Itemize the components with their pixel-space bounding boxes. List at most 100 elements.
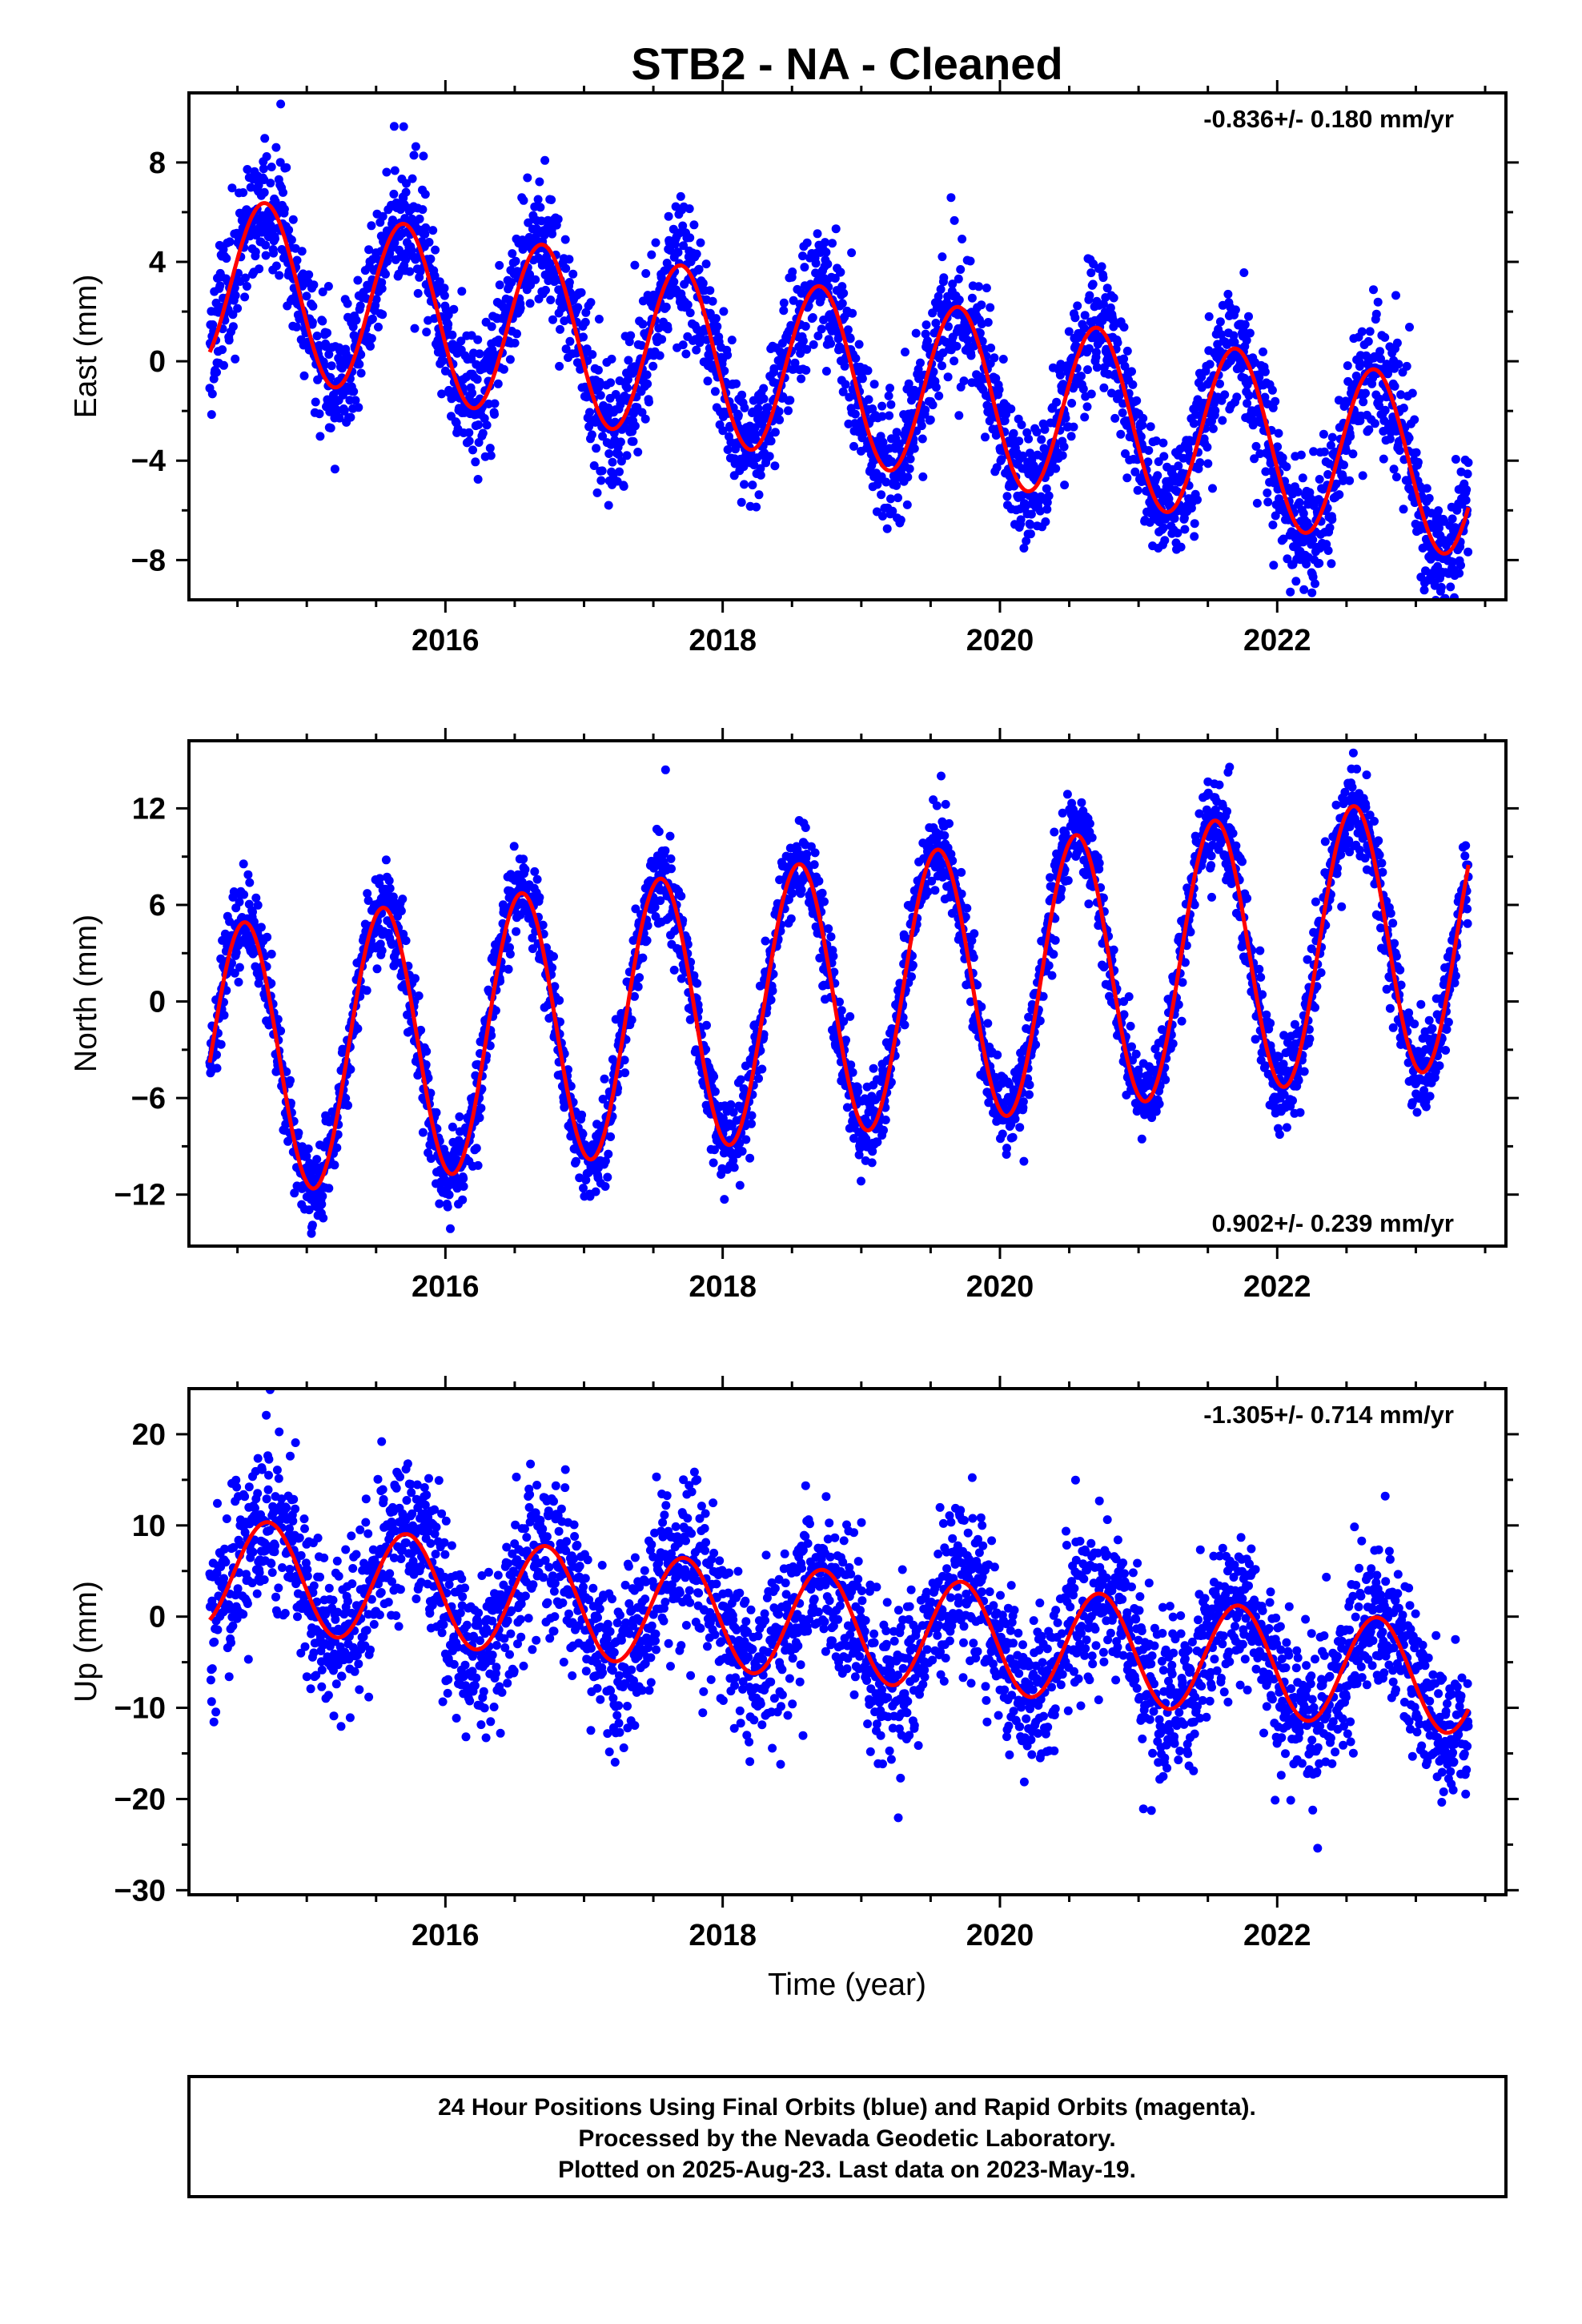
north-data-point bbox=[251, 893, 261, 903]
east-data-point bbox=[748, 480, 757, 490]
north-data-point bbox=[212, 1050, 221, 1059]
east-data-point bbox=[535, 177, 544, 187]
east-data-point bbox=[1448, 557, 1458, 567]
east-data-point bbox=[457, 287, 467, 296]
east-data-point bbox=[356, 368, 366, 378]
north-data-point bbox=[330, 1160, 339, 1170]
east-data-point bbox=[568, 269, 578, 279]
north-data-point bbox=[235, 897, 244, 907]
east-data-point bbox=[958, 235, 967, 243]
east-data-point bbox=[1263, 489, 1272, 497]
east-data-point bbox=[339, 406, 349, 415]
east-data-point bbox=[324, 350, 334, 359]
north-data-point bbox=[726, 1100, 736, 1109]
north-data-point bbox=[530, 866, 540, 876]
east-data-point bbox=[1122, 346, 1132, 356]
east-data-point bbox=[371, 295, 381, 304]
east-data-point bbox=[1371, 309, 1381, 319]
north-data-point bbox=[736, 1075, 745, 1084]
north-data-point bbox=[528, 933, 537, 943]
north-data-point bbox=[375, 874, 384, 883]
east-data-point bbox=[1358, 471, 1367, 480]
east-data-point bbox=[507, 278, 516, 287]
east-data-point bbox=[766, 436, 776, 446]
east-data-point bbox=[219, 360, 228, 370]
east-data-point bbox=[1299, 509, 1308, 518]
east-data-point bbox=[548, 229, 557, 239]
east-data-point bbox=[1242, 336, 1251, 345]
east-data-point bbox=[512, 329, 521, 339]
east-data-point bbox=[561, 344, 571, 354]
north-data-point bbox=[635, 973, 644, 983]
east-data-point bbox=[923, 336, 932, 346]
east-data-point bbox=[426, 254, 436, 263]
east-data-point bbox=[401, 187, 411, 197]
east-data-point bbox=[1218, 416, 1227, 425]
north-data-point bbox=[665, 831, 675, 841]
north-data-point bbox=[216, 1039, 226, 1049]
east-data-point bbox=[608, 457, 617, 467]
east-data-point bbox=[1085, 291, 1094, 300]
east-data-point bbox=[1455, 569, 1464, 578]
north-data-points bbox=[205, 748, 1473, 1238]
east-data-point bbox=[271, 234, 279, 243]
east-data-point bbox=[421, 223, 431, 232]
east-data-point bbox=[647, 250, 656, 259]
north-data-point bbox=[550, 982, 560, 991]
north-data-point bbox=[747, 1111, 757, 1120]
north-data-point bbox=[820, 897, 829, 907]
east-data-point bbox=[1179, 513, 1189, 523]
east-data-point bbox=[886, 494, 895, 504]
east-data-point bbox=[843, 325, 853, 335]
east-data-point bbox=[374, 322, 383, 332]
east-data-point bbox=[1399, 404, 1408, 412]
east-data-point bbox=[986, 303, 995, 312]
north-data-point bbox=[745, 1153, 755, 1163]
east-data-point bbox=[1283, 483, 1293, 493]
east-data-point bbox=[413, 288, 423, 298]
east-data-point bbox=[493, 379, 503, 388]
east-data-point bbox=[541, 285, 550, 295]
east-data-point bbox=[279, 187, 287, 197]
east-data-point bbox=[348, 322, 358, 332]
east-data-point bbox=[422, 328, 432, 337]
east-data-point bbox=[823, 259, 833, 269]
north-data-point bbox=[600, 1182, 610, 1191]
east-data-point bbox=[585, 408, 594, 417]
east-data-point bbox=[276, 99, 286, 109]
east-data-point bbox=[1464, 458, 1473, 468]
east-data-point bbox=[1263, 497, 1273, 507]
east-data-points bbox=[205, 99, 1473, 600]
east-data-point bbox=[1078, 384, 1088, 394]
east-data-point bbox=[1080, 311, 1090, 320]
east-data-point bbox=[959, 376, 969, 386]
north-data-point bbox=[517, 877, 527, 887]
east-data-point bbox=[1052, 397, 1062, 407]
east-data-point bbox=[1380, 332, 1390, 342]
east-data-point bbox=[231, 291, 240, 300]
east-data-point bbox=[1098, 316, 1107, 325]
east-data-point bbox=[840, 361, 849, 371]
east-data-point bbox=[565, 336, 575, 346]
north-data-point bbox=[234, 977, 243, 987]
east-data-point bbox=[1282, 462, 1291, 472]
east-data-point bbox=[1173, 529, 1182, 538]
east-data-point bbox=[931, 383, 941, 392]
east-data-point bbox=[809, 340, 818, 349]
east-data-point bbox=[1283, 554, 1292, 564]
east-y-axis-label: East (mm) bbox=[69, 275, 103, 419]
north-data-point bbox=[346, 1064, 355, 1074]
east-data-point bbox=[1419, 585, 1429, 595]
north-data-point bbox=[797, 885, 806, 895]
north-data-point bbox=[473, 1160, 483, 1170]
east-data-point bbox=[1269, 561, 1279, 570]
east-data-point bbox=[698, 279, 708, 288]
east-data-point bbox=[1370, 419, 1379, 428]
east-data-point bbox=[948, 279, 958, 289]
east-data-point bbox=[1006, 404, 1016, 414]
east-data-point bbox=[725, 423, 735, 432]
east-data-point bbox=[1026, 529, 1035, 539]
east-data-point bbox=[337, 364, 347, 373]
north-data-point bbox=[239, 890, 249, 899]
east-data-point bbox=[230, 283, 239, 292]
